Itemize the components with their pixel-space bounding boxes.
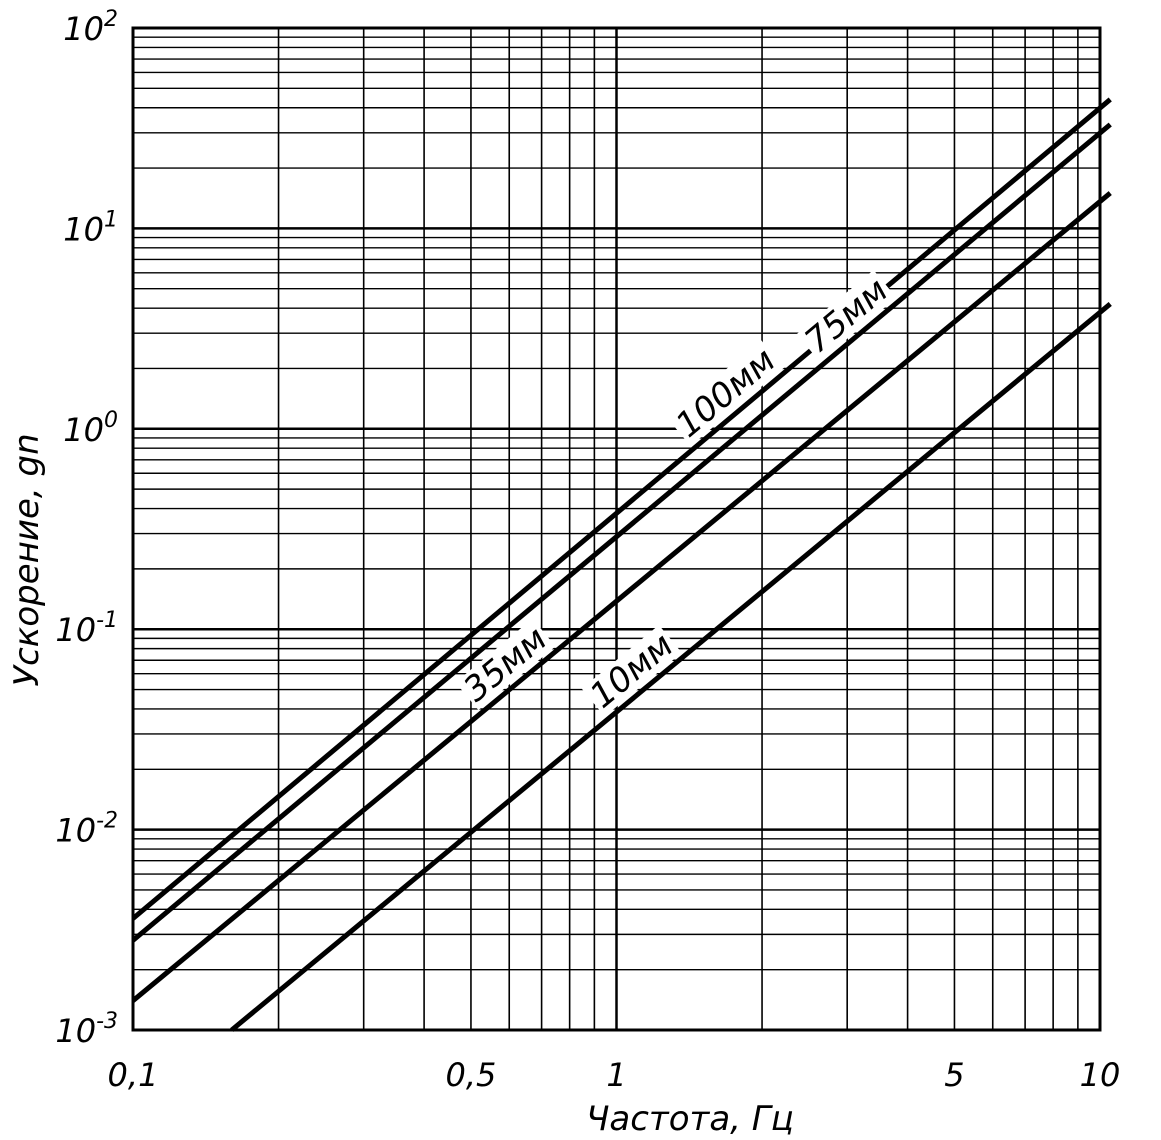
series-label-bg <box>455 618 556 711</box>
x-tick-label: 5 <box>944 1056 964 1094</box>
y-axis-title: Ускорение, gn <box>7 433 47 686</box>
x-tick-label: 0,5 <box>446 1056 497 1094</box>
series-label-bg <box>581 625 682 717</box>
series-line-0 <box>131 97 1112 921</box>
y-tick-label: 10-2 <box>55 809 118 850</box>
y-tick-label: 100 <box>63 408 118 449</box>
y-tick-label: 102 <box>63 7 118 48</box>
x-tick-label: 0,1 <box>108 1056 159 1094</box>
x-tick-label: 1 <box>606 1056 626 1094</box>
series-line-2 <box>131 191 1112 1003</box>
x-axis-title: Частота, Гц <box>586 1099 794 1139</box>
series-line-3 <box>230 301 1112 1032</box>
y-tick-label: 10-3 <box>55 1009 118 1050</box>
y-tick-labels: 10-3 10-2 10-1 100 101 102 <box>55 7 118 1050</box>
x-tick-labels: 0,1 0,5 1 5 10 <box>108 1056 1121 1094</box>
plot-frame <box>131 26 1102 1032</box>
series-label-bg <box>667 339 785 446</box>
series-layer <box>131 97 1112 1032</box>
y-tick-label: 10-1 <box>55 608 118 649</box>
series-label-bg <box>796 270 897 362</box>
y-tick-label: 101 <box>63 207 118 248</box>
series-label-group-0: 100мм <box>667 339 785 446</box>
series-line-1 <box>131 122 1112 943</box>
x-tick-label: 10 <box>1080 1056 1121 1094</box>
